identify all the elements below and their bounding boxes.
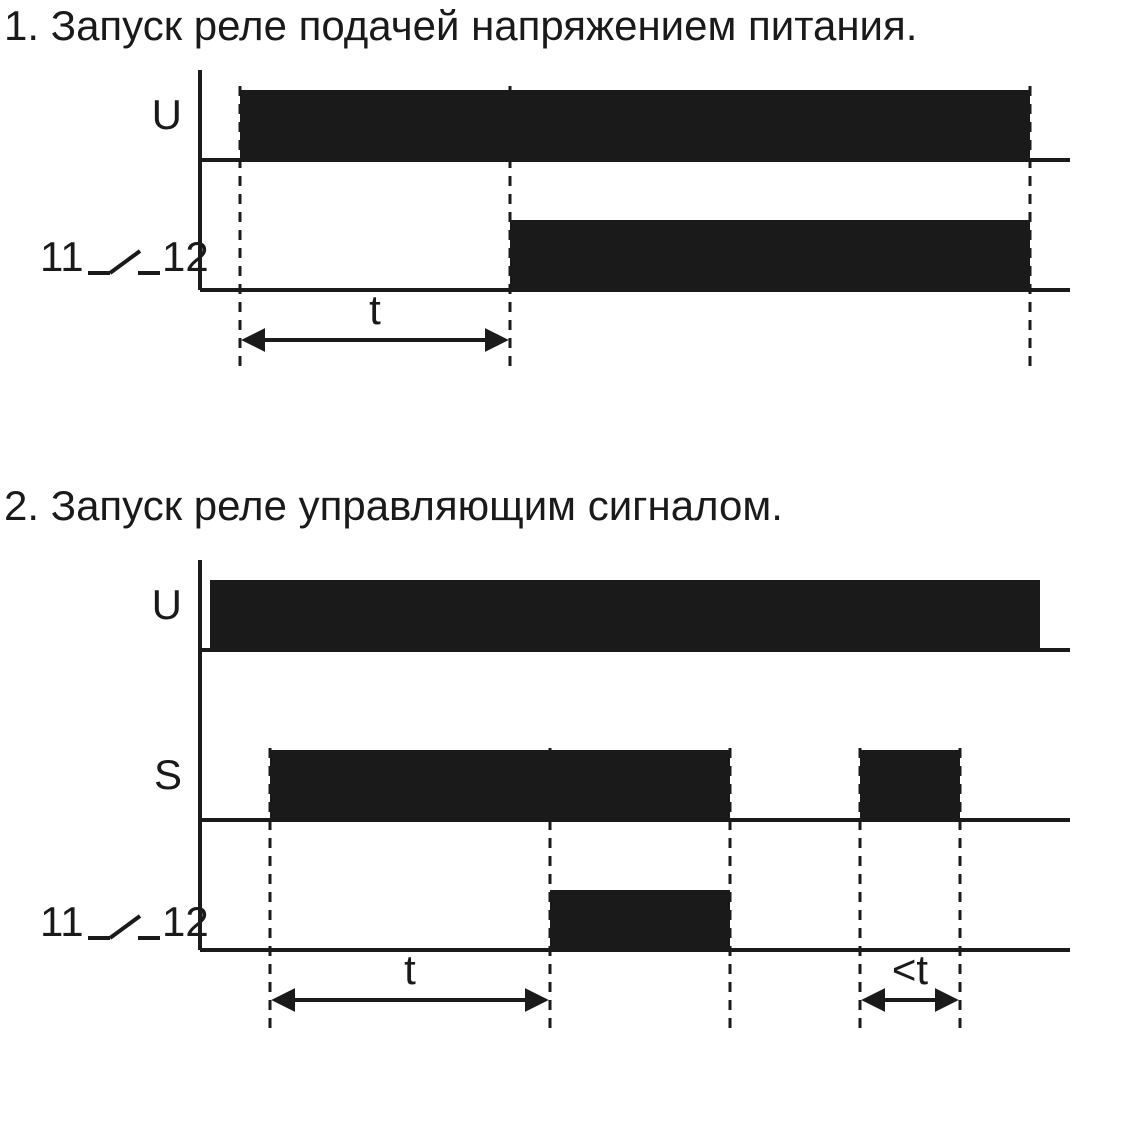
bar-S (860, 750, 960, 820)
time-label: t (369, 286, 381, 333)
svg-text:2. Запуск реле управляющим сиг: 2. Запуск реле управляющим сигналом. (4, 482, 783, 529)
row-label-U: U (152, 91, 182, 138)
bar-U (210, 580, 1040, 650)
bar-relay (510, 220, 1030, 290)
time-label: <t (892, 946, 929, 993)
row-label-S: S (154, 751, 182, 798)
svg-text:11: 11 (40, 233, 84, 280)
svg-text:1. Запуск реле подачей напряже: 1. Запуск реле подачей напряжением питан… (4, 2, 917, 49)
svg-text:11: 11 (40, 898, 84, 945)
bar-relay (550, 890, 730, 950)
svg-text:12: 12 (162, 898, 209, 945)
row-label-U: U (152, 581, 182, 628)
time-label: t (404, 946, 416, 993)
svg-text:12: 12 (162, 233, 209, 280)
bar-S (270, 750, 730, 820)
bar-U (240, 90, 1030, 160)
